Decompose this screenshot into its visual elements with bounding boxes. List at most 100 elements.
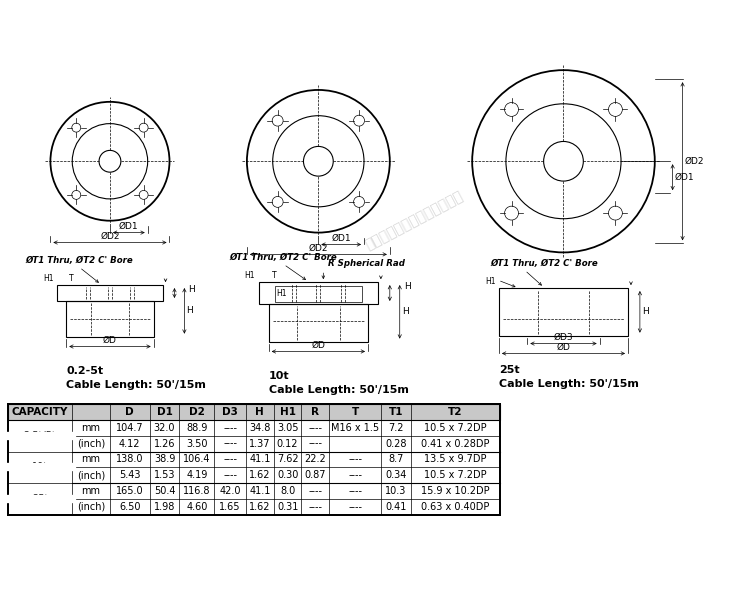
Text: 104.7: 104.7 [116, 423, 144, 432]
Text: T: T [272, 271, 277, 280]
Bar [8, 404, 500, 420]
Text: D: D [126, 407, 134, 417]
Text: mm: mm [82, 486, 101, 496]
Text: ----: ---- [223, 423, 237, 432]
Text: 0.63 x 0.40DP: 0.63 x 0.40DP [421, 502, 490, 512]
Text: Cable Length: 50'/15m: Cable Length: 50'/15m [66, 380, 206, 390]
Bar [58, 285, 163, 301]
Text: ØD1: ØD1 [331, 234, 351, 243]
Text: 7.62: 7.62 [277, 454, 299, 464]
Text: 1.26: 1.26 [154, 438, 175, 448]
Text: ----: ---- [308, 486, 323, 496]
Text: 0.41 x 0.28DP: 0.41 x 0.28DP [421, 438, 490, 448]
Text: 22.2: 22.2 [304, 454, 326, 464]
Text: 32.0: 32.0 [154, 423, 175, 432]
Text: ----: ---- [348, 502, 362, 512]
Text: ----: ---- [348, 486, 362, 496]
Text: 38.9: 38.9 [154, 454, 175, 464]
Text: 4.19: 4.19 [186, 470, 207, 480]
Text: 6.50: 6.50 [119, 502, 141, 512]
Text: Cable Length: 50'/15m: Cable Length: 50'/15m [499, 379, 639, 389]
Text: H: H [188, 285, 195, 294]
Text: 41.1: 41.1 [249, 454, 271, 464]
Text: 15.9 x 10.2DP: 15.9 x 10.2DP [421, 486, 490, 496]
Text: ----: ---- [348, 470, 362, 480]
Text: 10t: 10t [32, 463, 48, 473]
Text: ØT1 Thru, ØT2 C' Bore: ØT1 Thru, ØT2 C' Bore [491, 259, 598, 268]
Text: ----: ---- [308, 438, 323, 448]
Text: Cable Length: 50'/15m: Cable Length: 50'/15m [269, 385, 409, 395]
Text: 1.62: 1.62 [249, 502, 271, 512]
Text: 4.60: 4.60 [186, 502, 207, 512]
Text: ØD2: ØD2 [100, 232, 120, 241]
Text: 2.5t/5t: 2.5t/5t [23, 431, 56, 441]
Text: 42.0: 42.0 [219, 486, 241, 496]
Text: ØD3: ØD3 [553, 333, 573, 342]
Text: ØD1: ØD1 [119, 222, 139, 231]
Text: ØD: ØD [103, 336, 117, 345]
Text: T2: T2 [448, 407, 463, 417]
Text: 0.87: 0.87 [304, 470, 326, 480]
Text: ØD: ØD [312, 341, 326, 350]
Text: ----: ---- [223, 438, 237, 448]
Text: H1: H1 [280, 407, 296, 417]
Text: H: H [186, 306, 193, 315]
Bar [8, 404, 500, 515]
Text: (inch): (inch) [77, 438, 105, 448]
Text: 1.98: 1.98 [154, 502, 175, 512]
Text: ----: ---- [348, 454, 362, 464]
Text: D3: D3 [222, 407, 238, 417]
Text: R: R [312, 407, 320, 417]
Text: mm: mm [82, 423, 101, 432]
Text: M16 x 1.5: M16 x 1.5 [331, 423, 379, 432]
Bar [269, 304, 368, 342]
Text: 165.0: 165.0 [116, 486, 144, 496]
Text: 0.30: 0.30 [277, 470, 299, 480]
Text: ----: ---- [223, 454, 237, 464]
Text: ----: ---- [308, 423, 323, 432]
Text: 0.28: 0.28 [385, 438, 407, 448]
Text: CAPACITY: CAPACITY [12, 407, 68, 417]
Text: H: H [402, 307, 409, 316]
Text: 0.12: 0.12 [277, 438, 299, 448]
Text: 34.8: 34.8 [249, 423, 271, 432]
Text: 10t: 10t [269, 371, 289, 381]
Text: 广州金鑫自动化科技有限公司: 广州金鑫自动化科技有限公司 [364, 189, 466, 253]
Text: R Spherical Rad: R Spherical Rad [328, 259, 405, 268]
Text: 3.50: 3.50 [186, 438, 207, 448]
Text: 1.65: 1.65 [219, 502, 241, 512]
Text: 8.7: 8.7 [388, 454, 404, 464]
Bar [274, 286, 362, 302]
Text: 8.0: 8.0 [280, 486, 295, 496]
Text: H1: H1 [485, 277, 496, 286]
Text: ØT1 Thru, ØT2 C' Bore: ØT1 Thru, ØT2 C' Bore [26, 256, 134, 266]
Text: 7.2: 7.2 [388, 423, 404, 432]
Text: H1: H1 [245, 271, 255, 280]
Text: T1: T1 [388, 407, 403, 417]
Text: 0.2-5t: 0.2-5t [66, 366, 104, 376]
Text: D1: D1 [157, 407, 172, 417]
Text: 0.31: 0.31 [277, 502, 299, 512]
Text: H1: H1 [277, 289, 287, 297]
Text: H: H [255, 407, 264, 417]
Text: (inch): (inch) [77, 470, 105, 480]
Text: 1.62: 1.62 [249, 470, 271, 480]
Text: 106.4: 106.4 [183, 454, 210, 464]
Text: ----: ---- [308, 502, 323, 512]
Text: (inch): (inch) [77, 502, 105, 512]
Text: 13.5 x 9.7DP: 13.5 x 9.7DP [424, 454, 487, 464]
Text: ØD2: ØD2 [685, 157, 704, 166]
Text: 25t: 25t [32, 494, 48, 504]
Text: H1: H1 [43, 274, 53, 283]
Text: ØD: ØD [556, 343, 570, 352]
Text: 10.5 x 7.2DP: 10.5 x 7.2DP [424, 423, 487, 432]
Text: T: T [351, 407, 358, 417]
Bar [499, 288, 628, 336]
Text: D2: D2 [189, 407, 204, 417]
Bar [66, 301, 153, 337]
Text: ----: ---- [223, 470, 237, 480]
Text: 41.1: 41.1 [249, 486, 271, 496]
Text: 10.5 x 7.2DP: 10.5 x 7.2DP [424, 470, 487, 480]
Text: H: H [404, 282, 410, 291]
Text: 50.4: 50.4 [154, 486, 175, 496]
